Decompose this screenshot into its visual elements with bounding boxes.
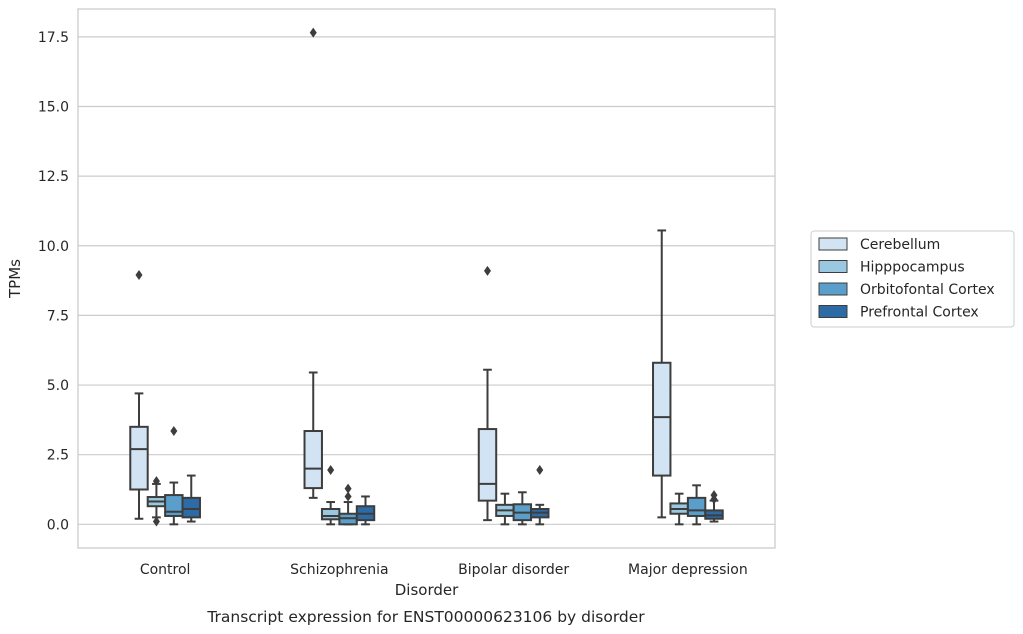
box-1-1 (320, 465, 341, 526)
outlier-point (483, 265, 491, 276)
outlier-point (309, 27, 317, 38)
box-1-2 (338, 483, 358, 526)
outlier-point (536, 465, 544, 476)
legend-swatch (818, 305, 848, 318)
outlier-point (344, 483, 352, 494)
y-tick-label: 7.5 (47, 308, 69, 324)
y-tick-label: 2.5 (47, 448, 69, 464)
box-0-2 (164, 426, 184, 526)
legend-label: Orbitofontal Cortex (860, 282, 995, 298)
y-tick-label: 10.0 (38, 239, 69, 255)
box-0-3 (181, 474, 201, 523)
x-tick-label: Control (140, 562, 191, 578)
y-tick-label: 17.5 (38, 30, 69, 46)
box-iqr (129, 425, 149, 491)
y-tick-label: 12.5 (38, 169, 69, 185)
box-3-1 (669, 492, 689, 526)
box-iqr (181, 496, 201, 519)
outlier-point (344, 491, 352, 502)
outlier-point (710, 490, 718, 501)
box-3-3 (704, 490, 724, 523)
y-tick-label: 0.0 (47, 517, 69, 533)
legend-label: Hipppocampus (860, 260, 965, 276)
x-tick-label: Schizophrenia (290, 562, 388, 578)
outlier-point (135, 270, 143, 281)
plot-frame (77, 8, 776, 549)
box-2-1 (495, 492, 515, 526)
box-2-2 (512, 491, 533, 526)
y-axis-title: TPMs (6, 259, 24, 299)
outlier-point (327, 465, 335, 476)
box-1-0 (303, 27, 323, 499)
x-axis-title: Disorder (395, 581, 459, 599)
boxes (129, 27, 724, 527)
box-1-3 (355, 495, 376, 526)
box-iqr (686, 496, 707, 517)
chart-caption: Transcript expression for ENST0000062310… (206, 608, 645, 626)
legend: Cerebellum Hipppocampus Orbitofontal Corte… (810, 230, 1015, 328)
box-2-3 (530, 465, 550, 526)
box-3-0 (652, 229, 672, 519)
outlier-point (152, 476, 160, 487)
legend-swatch (818, 282, 848, 296)
box-2-0 (477, 265, 498, 522)
x-tick-label: Major depression (628, 562, 748, 578)
legend-frame (810, 230, 1015, 328)
legend-swatch (818, 237, 848, 251)
box-iqr (164, 494, 184, 517)
outlier-point (170, 426, 178, 437)
outlier-point (152, 516, 160, 527)
box-0-1 (146, 476, 167, 527)
legend-swatch (818, 260, 848, 273)
box-iqr (652, 361, 672, 477)
legend-label: Prefrontal Cortex (860, 305, 979, 321)
box-iqr (320, 508, 341, 521)
box-3-2 (686, 484, 707, 526)
box-0-0 (129, 270, 149, 520)
box-iqr (303, 430, 323, 490)
x-axis-ticks: Control Schizophrenia Bipolar disorder Majo… (140, 562, 748, 578)
gridlines (78, 36, 775, 525)
box-iqr (477, 428, 498, 502)
legend-label: Cerebellum (860, 237, 940, 253)
y-axis-ticks: 0.0 2.5 5.0 7.5 10.0 12.5 15.0 17.5 (38, 30, 69, 533)
x-tick-label: Bipolar disorder (458, 562, 569, 578)
y-tick-label: 5.0 (47, 378, 69, 394)
y-tick-label: 15.0 (38, 99, 69, 115)
